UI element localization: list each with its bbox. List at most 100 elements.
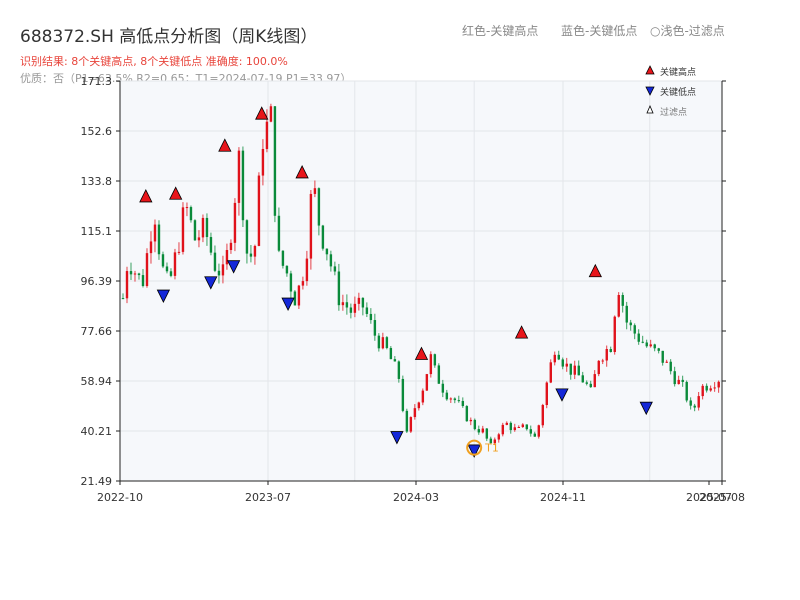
candle-body (405, 410, 409, 432)
candle-body (425, 374, 429, 391)
candle-body (237, 150, 241, 203)
t1-label: T1 (484, 442, 499, 455)
candle-body (465, 406, 469, 422)
candle-body (461, 400, 465, 407)
legend-high-marker (645, 65, 655, 75)
candle-body (565, 363, 568, 367)
header-legend-filtered: ○浅色-过滤点 (650, 24, 725, 38)
x-tick-label: 2024-11 (540, 491, 586, 504)
candle-body (241, 150, 245, 221)
candle-body (385, 337, 389, 349)
legend-high-label: 关键高点 (660, 66, 696, 78)
candle-body (529, 429, 532, 434)
markers: T1 (139, 106, 653, 458)
candle-body (705, 385, 708, 391)
x-tick-label: 2024-03 (393, 491, 439, 504)
candle-body (709, 388, 712, 391)
candle-body (225, 250, 229, 265)
candle-body (129, 271, 133, 275)
candle-body (489, 438, 493, 444)
y-tick-label: 171.3 (81, 75, 113, 88)
candle-body (389, 348, 393, 360)
candle-body (573, 365, 576, 375)
candle-body (201, 217, 205, 238)
candle-body (509, 422, 513, 431)
candle-body (329, 254, 333, 267)
candle-body (297, 285, 301, 306)
candle-body (245, 220, 249, 254)
candle-body (321, 225, 325, 249)
x-tick-label: 2025-07 (686, 491, 732, 504)
candle-body (413, 408, 417, 418)
candle-body (309, 193, 313, 259)
key-low-marker (467, 444, 481, 458)
candle-body (169, 271, 173, 276)
candle-body (577, 365, 580, 376)
candle-body (473, 419, 477, 430)
candle-body (373, 320, 377, 336)
y-tick-label: 96.39 (81, 275, 113, 288)
candles (121, 103, 720, 446)
candle-body (257, 175, 261, 246)
candle-body (141, 275, 145, 287)
candle-body (441, 383, 445, 393)
candle-body (149, 241, 153, 254)
candle-body (377, 335, 381, 349)
candle-body (685, 381, 688, 401)
key-low-marker (639, 401, 653, 416)
candle-body (133, 273, 137, 275)
candle-body (365, 307, 369, 314)
candle-body (621, 295, 624, 306)
candle-body (181, 207, 185, 252)
candle-body (273, 106, 277, 216)
candle-body (277, 215, 281, 251)
candle-body (265, 121, 269, 150)
candle-body (501, 424, 505, 435)
x-tick-label: 2022-10 (97, 491, 143, 504)
key-high-marker (295, 165, 309, 179)
candle-body (665, 361, 668, 363)
candle-body (369, 313, 373, 321)
candle-body (337, 271, 341, 306)
candle-body (681, 379, 684, 382)
candle-body (197, 237, 201, 241)
header-legend-high: 红色-关键高点 (462, 24, 539, 38)
y-tick-label: 133.8 (81, 175, 113, 188)
candle-body (165, 266, 169, 272)
candle-body (193, 220, 197, 241)
candle-body (593, 374, 596, 388)
key-high-marker (139, 189, 153, 203)
result-subtitle: 识别结果: 8个关键高点, 8个关键低点 准确度: 100.0% (20, 55, 288, 68)
candle-body (641, 341, 644, 343)
candle-body (669, 361, 672, 372)
legend-filtered-label: 过滤点 (660, 106, 687, 118)
y-tick-label: 152.6 (81, 125, 113, 138)
candle-body (125, 271, 129, 299)
candle-body (717, 381, 720, 388)
candle-body (269, 106, 273, 122)
candle-body (229, 242, 233, 251)
candle-body (617, 295, 620, 317)
candle-body (281, 250, 285, 266)
candle-body (505, 422, 509, 425)
candle-body (285, 265, 289, 274)
candle-body (353, 303, 357, 313)
candle-body (209, 237, 213, 253)
candle-body (661, 350, 664, 363)
candle-body (305, 258, 309, 282)
candle-body (537, 425, 540, 437)
candle-body (397, 361, 401, 379)
candle-body (325, 248, 329, 255)
candle-body (497, 434, 501, 440)
y-tick-label: 58.94 (81, 375, 113, 388)
candle-body (137, 273, 141, 276)
candle-body (153, 224, 157, 242)
candle-body (333, 266, 337, 272)
candle-body (173, 252, 177, 276)
candle-body (409, 417, 413, 432)
candle-body (477, 429, 481, 433)
candle-body (525, 424, 529, 430)
legend-low-marker (645, 86, 655, 96)
candle-body (341, 302, 345, 306)
